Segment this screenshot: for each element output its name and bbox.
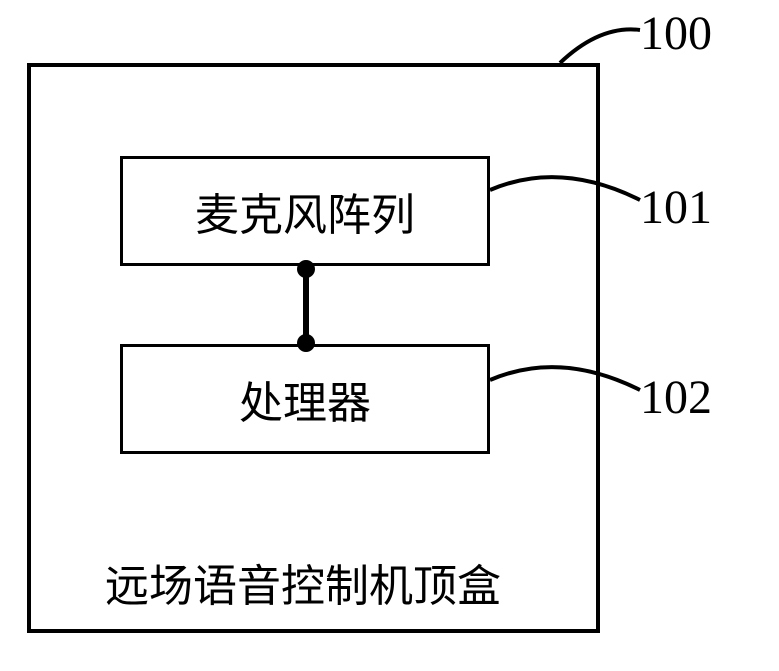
ref-102: 102	[640, 370, 712, 425]
leader-102	[0, 0, 779, 671]
ref-101: 101	[640, 180, 712, 235]
ref-100: 100	[640, 6, 712, 61]
